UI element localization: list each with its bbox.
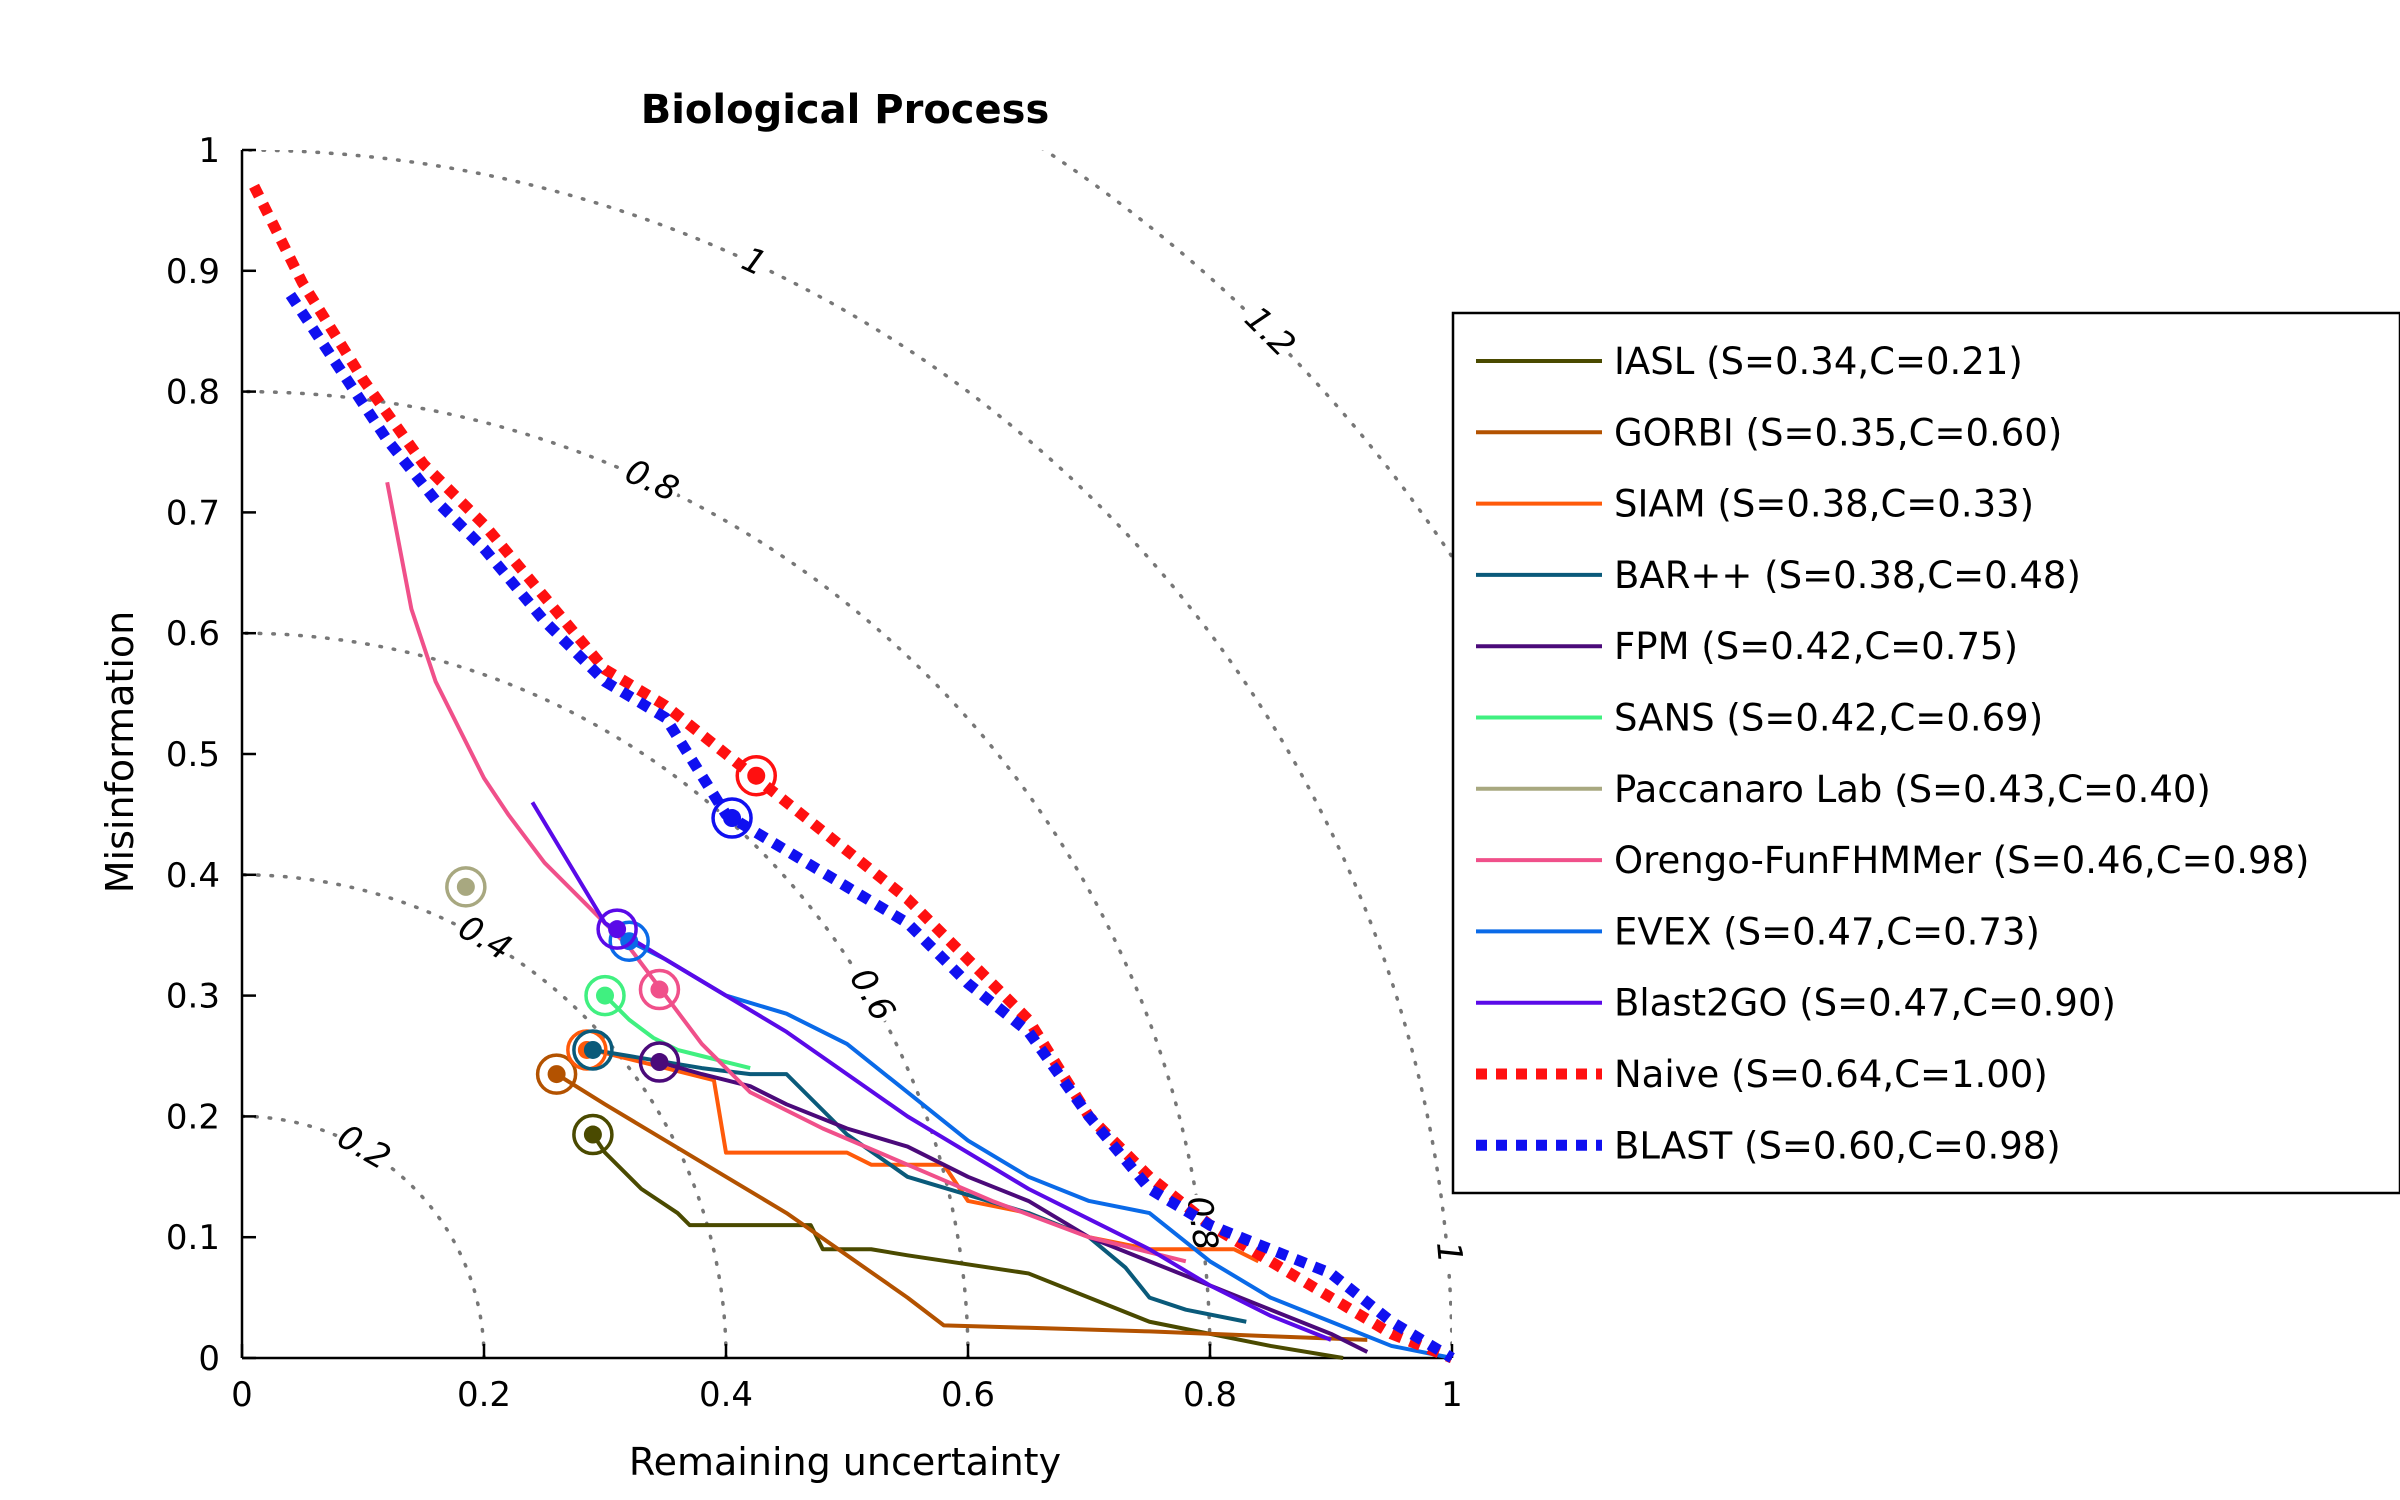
series-marker-ring xyxy=(608,920,650,962)
y-tick-label: 0.1 xyxy=(166,1218,220,1258)
series-marker-dot xyxy=(596,986,614,1005)
series-marker-ring xyxy=(572,1029,614,1071)
series-marker-dot xyxy=(723,809,742,828)
legend-box xyxy=(1451,311,2400,1195)
series-marker-ring xyxy=(445,866,487,908)
contour-arc xyxy=(242,873,728,1358)
series-marker-dot xyxy=(650,980,669,999)
series-line xyxy=(603,994,751,1071)
series-marker-ring xyxy=(584,974,626,1017)
legend-label: BLAST (S=0.60,C=0.98) xyxy=(1614,1124,2061,1167)
contour-layer xyxy=(242,150,1452,1358)
series-marker-ring xyxy=(535,1053,578,1095)
x-tick-label: 1 xyxy=(1441,1375,1463,1415)
y-tick-label: 0.3 xyxy=(166,977,220,1017)
contour-label: 1 xyxy=(1428,1240,1470,1265)
series-marker-dot xyxy=(608,920,627,939)
contour-label: 0.2 xyxy=(330,1117,397,1179)
series-marker-dot xyxy=(547,1065,566,1084)
contour-label: 1.2 xyxy=(1237,299,1304,366)
series-marker-dot xyxy=(650,1053,669,1072)
y-tick-label: 0.9 xyxy=(166,252,220,292)
legend-entries: IASL (S=0.34,C=0.21) GORBI (S=0.35,C=0.60… xyxy=(1476,340,2309,1167)
series-marker-dot xyxy=(747,766,766,785)
legend-label: Paccanaro Lab (S=0.43,C=0.40) xyxy=(1614,768,2211,811)
contour-label-bg xyxy=(328,1115,399,1180)
x-axis-title: Remaining uncertainty xyxy=(629,1440,1061,1484)
series-marker-ring xyxy=(735,754,777,797)
legend-label: EVEX (S=0.47,C=0.73) xyxy=(1614,910,2040,953)
y-tick-label: 1 xyxy=(198,131,220,171)
y-axis-title: Misinformation xyxy=(98,611,142,893)
x-tick-label: 0 xyxy=(231,1375,253,1415)
chart-title: Biological Process xyxy=(641,87,1050,133)
series-line xyxy=(285,291,1455,1363)
series-line xyxy=(555,1072,1368,1342)
contour-label: 0.6 xyxy=(841,961,903,1028)
contour-label-bg xyxy=(616,450,687,512)
series-marker-ring xyxy=(638,1041,681,1083)
x-tick-label: 0.6 xyxy=(941,1375,995,1415)
legend-label: IASL (S=0.34,C=0.21) xyxy=(1614,340,2023,383)
series-line xyxy=(592,1047,1247,1324)
y-tick-label: 0.2 xyxy=(166,1097,220,1137)
series-marker-dot xyxy=(583,1040,602,1059)
y-tick-label: 0.5 xyxy=(166,735,220,775)
series-marker-ring xyxy=(596,908,638,950)
series-marker-ring xyxy=(572,1113,614,1156)
legend-label: SANS (S=0.42,C=0.69) xyxy=(1614,697,2043,740)
contour-label-bg xyxy=(733,238,775,286)
y-tick-label: 0 xyxy=(198,1339,220,1379)
y-tick-label: 0.7 xyxy=(166,493,220,533)
contour-label: 0.4 xyxy=(451,907,518,969)
y-tick-label: 0.8 xyxy=(166,373,220,413)
series-marker-dot xyxy=(456,877,475,896)
series-line xyxy=(249,183,1455,1364)
y-tick-label: 0.6 xyxy=(166,614,220,654)
x-tick-label: 0.2 xyxy=(457,1375,511,1415)
legend-label: GORBI (S=0.35,C=0.60) xyxy=(1614,411,2062,454)
marker-layer xyxy=(445,754,777,1156)
axes-layer: 0 0.2 0.4 0.6 0.8 1 0 0.1 0.2 0.3 0.4 0.5 0.6 0.7 0.8 0… xyxy=(166,131,1463,1415)
series-layer xyxy=(249,183,1455,1364)
contour-arc xyxy=(242,1114,486,1358)
y-tick-label: 0.4 xyxy=(166,856,220,896)
series-marker-dot xyxy=(583,1125,602,1144)
legend-label: Blast2GO (S=0.47,C=0.90) xyxy=(1614,982,2116,1025)
x-tick-label: 0.8 xyxy=(1183,1375,1237,1415)
contour-arc xyxy=(242,631,970,1358)
contour-label-bg xyxy=(840,959,904,1030)
legend-label: FPM (S=0.42,C=0.75) xyxy=(1614,625,2018,668)
contour-label-bg xyxy=(1427,1238,1470,1268)
contour-arc xyxy=(242,389,1212,1358)
series-line xyxy=(385,481,1187,1264)
legend-label: SIAM (S=0.38,C=0.33) xyxy=(1614,483,2034,526)
series-line xyxy=(591,1133,1344,1360)
legend: IASL (S=0.34,C=0.21) GORBI (S=0.35,C=0.60… xyxy=(1451,311,2400,1195)
series-marker-ring xyxy=(711,797,753,839)
legend-label: Naive (S=0.64,C=1.00) xyxy=(1614,1053,2048,1096)
series-line xyxy=(658,1060,1369,1354)
contour-label-bg xyxy=(449,906,520,971)
series-marker-ring xyxy=(638,968,681,1011)
x-tick-label: 0.4 xyxy=(699,1375,753,1415)
legend-label: BAR++ (S=0.38,C=0.48) xyxy=(1614,554,2081,597)
contour-label: 0.8 xyxy=(619,451,685,510)
legend-label: Orengo-FunFHMMer (S=0.46,C=0.98) xyxy=(1614,839,2309,882)
contour-arc xyxy=(242,150,1452,1358)
contour-label-bg xyxy=(1235,297,1305,367)
